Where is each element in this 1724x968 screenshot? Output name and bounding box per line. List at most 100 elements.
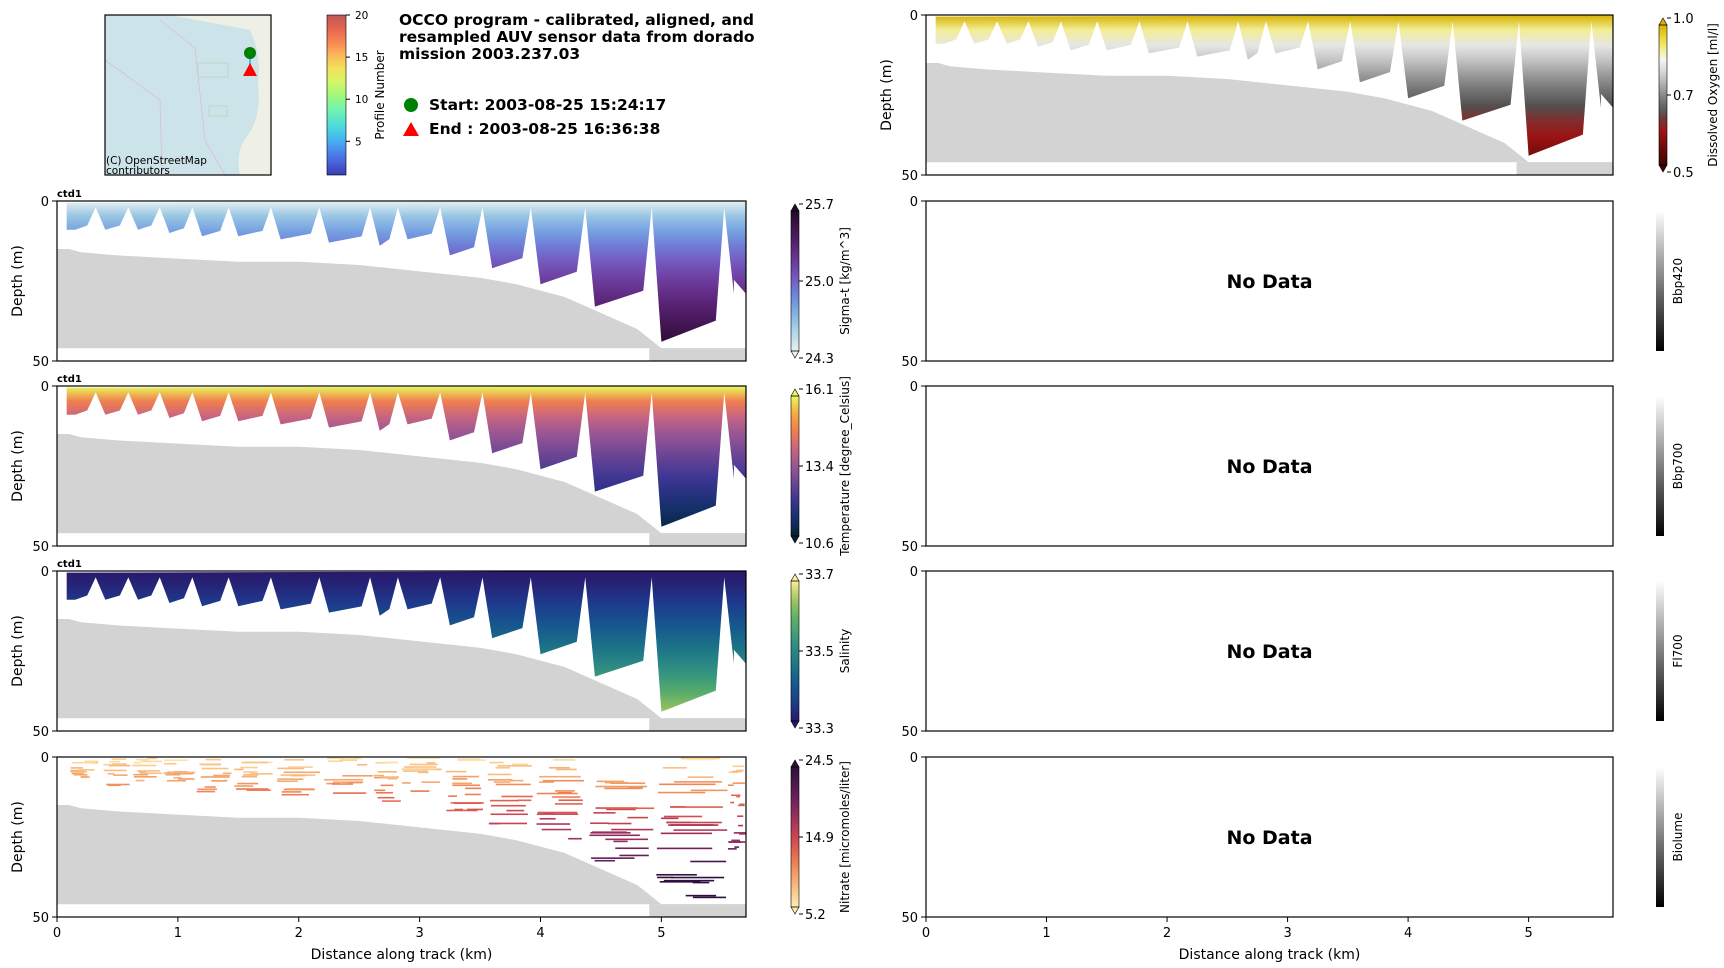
nitrate-sample xyxy=(537,811,578,814)
end-label: End : 2003-08-25 16:36:38 xyxy=(429,120,661,138)
y-tick-label: 0 xyxy=(910,195,918,210)
nitrate-sample xyxy=(138,771,146,773)
x-tick-label: 4 xyxy=(536,926,544,941)
panel-bbp700: No Data 0 50 Bbp700 xyxy=(901,380,1685,555)
nitrate-sample xyxy=(517,799,532,802)
colorbar-label: Profile Number xyxy=(373,50,387,139)
nitrate-sample xyxy=(490,804,526,807)
nitrate-sample xyxy=(78,769,95,771)
colorbar-fill xyxy=(791,581,799,721)
profile-field xyxy=(66,201,746,342)
nitrate-sample xyxy=(373,774,384,777)
nitrate-sample xyxy=(457,759,486,761)
bathymetry xyxy=(649,533,746,546)
nitrate-sample xyxy=(375,791,393,794)
nitrate-sample xyxy=(107,784,121,787)
y-tick-label: 0 xyxy=(910,565,918,580)
axes-frame xyxy=(56,570,747,732)
nitrate-sample xyxy=(557,791,573,794)
nitrate-sample xyxy=(136,758,150,761)
axes-frame xyxy=(925,385,1614,547)
nitrate-sample xyxy=(663,879,715,882)
y-tick-label: 0 xyxy=(910,751,918,766)
nitrate-sample xyxy=(670,806,723,808)
y-tick-label: 50 xyxy=(32,540,49,555)
nitrate-sample xyxy=(222,772,232,775)
nitrate-sample xyxy=(590,832,631,834)
nitrate-sample xyxy=(541,828,572,831)
nitrate-sample xyxy=(241,775,258,778)
nitrate-sample xyxy=(490,813,528,816)
axes-frame xyxy=(56,385,747,547)
colorbar-bbp700: Bbp700 xyxy=(1656,396,1685,536)
x-axis-label: Distance along track (km) xyxy=(1179,947,1361,963)
nitrate-sample xyxy=(283,771,320,774)
figure-title: OCCO program - calibrated, aligned, and … xyxy=(399,11,755,63)
y-tick-label: 50 xyxy=(32,355,49,370)
nitrate-sample xyxy=(113,774,128,776)
colorbar-tick-label: 10.6 xyxy=(805,537,834,552)
colorbar-extend-min xyxy=(790,535,800,544)
nitrate-sample xyxy=(594,859,615,862)
nitrate-sample xyxy=(536,823,570,825)
nitrate-sample xyxy=(595,785,648,788)
nitrate-sample xyxy=(281,793,309,796)
colorbar-fill xyxy=(1656,211,1664,351)
nitrate-sample xyxy=(236,788,269,790)
nitrate-sample xyxy=(103,769,127,772)
axes-frame xyxy=(925,14,1614,176)
nitrate-sample xyxy=(539,817,556,820)
y-tick-label: 0 xyxy=(41,751,49,766)
nitrate-sample xyxy=(111,763,127,765)
nitrate-sample xyxy=(606,808,636,811)
nitrate-sample xyxy=(662,767,687,769)
bathymetry xyxy=(1516,162,1613,175)
nitrate-sample xyxy=(281,791,302,793)
panel-bbp420: No Data 0 50 Bbp420 xyxy=(901,195,1685,370)
nitrate-sample xyxy=(558,799,583,802)
colorbar-extend-min xyxy=(790,350,800,359)
colorbar-temperature: 16.1 13.4 10.6 Temperature [degree_Celsius] xyxy=(790,376,852,557)
panel-oxygen: 0 50 Depth (m) 1.0 0.7 0.5 Dissolved Oxygen [m… xyxy=(879,9,1720,184)
colorbar-label: Nitrate [micromoles/liter] xyxy=(838,761,852,913)
nitrate-sample xyxy=(200,776,230,778)
bathymetry xyxy=(57,434,746,546)
colorbar-bbp420: Bbp420 xyxy=(1656,211,1685,351)
y-tick-label: 0 xyxy=(41,380,49,395)
nitrate-sample xyxy=(739,841,746,843)
nitrate-sample xyxy=(554,803,583,805)
nitrate-sample xyxy=(613,840,628,843)
nitrate-sample xyxy=(109,760,121,763)
nitrate-sample xyxy=(733,832,746,834)
nitrate-sample xyxy=(732,770,743,773)
colorbar-nitrate: 24.5 14.9 5.2 Nitrate [micromoles/liter] xyxy=(790,754,852,923)
nitrate-sample xyxy=(657,791,706,794)
map-sanctuary xyxy=(208,105,228,117)
nitrate-sample xyxy=(111,758,127,760)
nitrate-sample xyxy=(197,788,218,791)
bathymetry xyxy=(57,249,746,361)
nitrate-sample xyxy=(147,757,157,760)
nitrate-sample xyxy=(656,873,697,876)
map-land xyxy=(170,15,271,175)
colorbar-tick-label: 33.3 xyxy=(805,722,834,737)
colorbar-extend-min xyxy=(790,906,800,915)
panel-tag: ctd1 xyxy=(57,189,82,200)
nitrate-sample xyxy=(615,847,649,850)
colorbar-label: Temperature [degree_Celsius] xyxy=(838,376,852,557)
colorbar-tick-label: 24.5 xyxy=(805,754,834,769)
map-attribution: (C) OpenStreetMap xyxy=(106,155,207,167)
nitrate-sample xyxy=(548,766,570,769)
nitrate-sample xyxy=(331,783,354,785)
nitrate-sample xyxy=(687,776,714,778)
nitrate-sample xyxy=(173,776,182,779)
axes-frame xyxy=(56,200,747,362)
start-marker-icon xyxy=(404,98,418,112)
y-axis-label: Depth (m) xyxy=(10,245,26,317)
nitrate-sample xyxy=(452,778,468,780)
nitrate-sample xyxy=(604,787,643,790)
panel-tag: ctd1 xyxy=(57,374,82,385)
colorbar-extend-max xyxy=(790,759,800,768)
bathymetry xyxy=(649,904,746,917)
nitrate-sample xyxy=(737,815,744,818)
